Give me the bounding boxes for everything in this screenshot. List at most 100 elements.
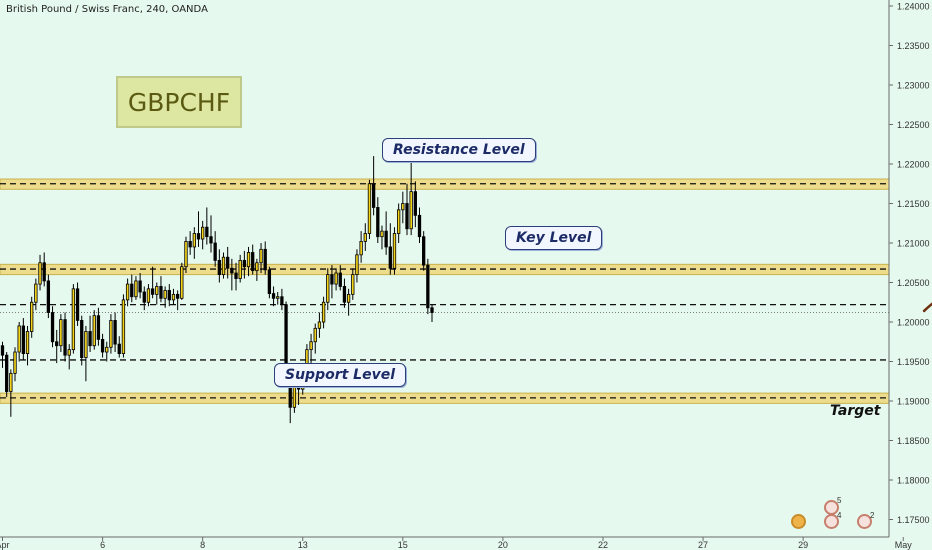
candle-body: [346, 293, 351, 303]
candle: [392, 227, 397, 275]
candle-body: [42, 262, 46, 282]
candle: [271, 286, 276, 307]
candle-body: [267, 269, 272, 294]
time-tick-label: 13: [298, 540, 308, 550]
candle: [125, 278, 130, 307]
candle-body: [175, 293, 180, 299]
candle: [55, 329, 59, 364]
candle: [426, 258, 430, 315]
candle-body: [196, 233, 201, 240]
candle-body: [155, 286, 159, 295]
candle: [367, 179, 372, 240]
candle: [138, 273, 142, 299]
candle: [175, 290, 180, 311]
candle-body: [71, 288, 76, 351]
candle: [405, 183, 409, 236]
candle: [92, 310, 96, 350]
candle-body: [388, 246, 392, 269]
symbol-label: GBPCHF: [127, 87, 231, 117]
candle-body: [430, 307, 434, 313]
candle-body: [159, 286, 163, 299]
candle-body: [221, 256, 226, 276]
candle-body: [75, 288, 80, 321]
candle-body: [180, 266, 184, 299]
candle-body: [84, 331, 88, 358]
candle: [84, 325, 88, 382]
candle-body: [234, 272, 238, 279]
candle-body: [59, 319, 63, 347]
candle-body: [413, 191, 417, 216]
candle: [401, 191, 405, 224]
candle: [217, 249, 221, 283]
candle-body: [55, 341, 59, 347]
candle-body: [422, 236, 426, 266]
candlesticks: [0, 156, 434, 424]
price-tick-label: 1.21000: [897, 239, 930, 249]
candle-body: [338, 272, 342, 287]
candle: [409, 160, 413, 236]
candle-body: [192, 233, 196, 248]
candle-body: [138, 280, 142, 293]
candle: [113, 312, 117, 353]
candle-body: [46, 280, 51, 313]
candle: [63, 312, 67, 362]
candle: [13, 347, 17, 382]
time-tick-label: Apr: [0, 540, 10, 550]
price-tick-label: 1.24000: [897, 2, 930, 12]
candle: [121, 294, 126, 358]
candle: [238, 254, 242, 283]
candle-body: [263, 248, 267, 271]
candle-body: [17, 325, 21, 353]
candle-body: [351, 274, 355, 295]
symbol-label-box: GBPCHF: [116, 76, 242, 128]
candle: [388, 223, 392, 275]
candle: [88, 315, 92, 353]
candle-body: [0, 345, 5, 356]
candle-body: [21, 325, 26, 355]
candle: [100, 333, 105, 358]
calendar-icon[interactable]: [857, 514, 872, 529]
candle-body: [30, 301, 34, 332]
candle-body: [205, 226, 209, 238]
events-icon[interactable]: [824, 514, 839, 529]
projection-arrow: [922, 302, 932, 313]
candle: [396, 203, 401, 243]
candle-body: [163, 289, 167, 299]
candle-body: [409, 191, 413, 230]
candle: [180, 262, 184, 300]
candle: [196, 211, 201, 247]
candle: [30, 296, 34, 338]
candle-body: [376, 207, 380, 238]
candle: [0, 341, 5, 368]
candle: [255, 258, 259, 281]
candle-body: [13, 351, 17, 374]
candle-body: [371, 183, 376, 208]
earnings-icon[interactable]: [791, 514, 806, 529]
candle-body: [242, 259, 247, 268]
candle: [167, 284, 171, 307]
candle: [184, 236, 188, 274]
candle: [338, 265, 342, 291]
chart-header-title: British Pound / Swiss Franc, 240, OANDA: [6, 4, 208, 15]
price-tick-label: 1.22000: [897, 160, 930, 170]
candle-body: [271, 293, 276, 299]
candle-body: [105, 346, 109, 353]
candle: [75, 282, 80, 326]
candle: [351, 268, 355, 300]
candle: [263, 241, 267, 275]
price-tick-label: 1.23500: [897, 41, 930, 51]
news-icon-count: 5: [837, 496, 842, 505]
candle-body: [251, 252, 255, 272]
key-level-callout: Key Level: [505, 226, 603, 250]
candle-body: [88, 331, 92, 347]
candle-body: [392, 233, 397, 269]
candle-body: [367, 183, 372, 234]
time-tick-label: 22: [598, 540, 608, 550]
time-tick-label: 20: [498, 540, 508, 550]
candle: [213, 231, 217, 267]
candle: [221, 252, 226, 279]
candle-body: [113, 320, 117, 345]
candle-body: [150, 288, 155, 295]
candle: [34, 278, 38, 311]
